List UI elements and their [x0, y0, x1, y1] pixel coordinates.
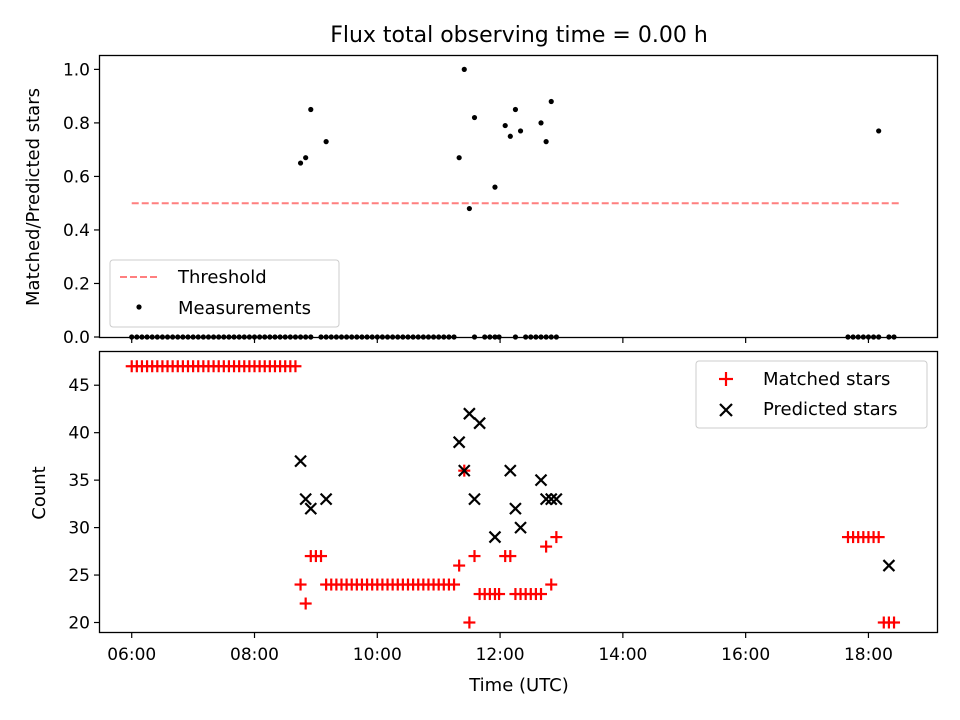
measurement-point: [512, 106, 519, 113]
count-y-tick-label: 20: [68, 614, 90, 634]
predicted-legend-swatch: [719, 403, 733, 417]
x-tick-label: 14:00: [598, 645, 647, 665]
matched-star-point: [545, 578, 558, 591]
predicted-star-point: [544, 492, 558, 506]
matched-star-point: [468, 550, 481, 563]
threshold-legend-label: Threshold: [177, 267, 267, 288]
ratio-plot-area: [129, 66, 900, 340]
matched-legend-label: Matched stars: [763, 369, 890, 390]
count-legend-box: [695, 360, 928, 429]
predicted-star-point: [473, 416, 486, 430]
ratio-legend-box: [109, 259, 340, 328]
matched-star-point: [453, 559, 466, 572]
measurement-point: [297, 160, 304, 166]
count-legend: Matched stars Predicted stars: [695, 360, 928, 429]
x-tick-label: 16:00: [721, 645, 770, 665]
matched-legend-swatch: [719, 372, 733, 386]
count-y-tick-label: 30: [68, 519, 90, 539]
ratio-y-tick-label: 0.0: [63, 328, 90, 348]
matched-star-point: [872, 531, 885, 544]
measurement-point: [456, 155, 462, 161]
matched-star-point: [504, 550, 517, 563]
matched-star-point: [448, 578, 461, 591]
measurements-legend-label: Measurements: [178, 298, 311, 319]
predicted-star-point: [488, 530, 502, 544]
x-tick-label: 18:00: [844, 645, 893, 665]
predicted-legend-label: Predicted stars: [763, 399, 897, 420]
measurement-point: [466, 205, 472, 212]
predicted-star-point: [509, 502, 522, 515]
predicted-star-point: [882, 559, 896, 572]
matched-star-point: [299, 597, 312, 610]
predicted-star-point: [457, 464, 471, 477]
predicted-star-point: [534, 473, 548, 487]
measurement-point: [323, 139, 329, 145]
predicted-star-point: [299, 492, 312, 506]
measurement-point: [538, 120, 544, 126]
predicted-star-point: [319, 492, 333, 506]
predicted-star-point: [514, 521, 527, 534]
count-x-ticks: 06:00 08:00 10:00 12:00 14:00 16:00 18:00: [107, 632, 893, 665]
matched-star-point: [888, 616, 901, 629]
predicted-star-point: [468, 492, 481, 506]
count-y-ticks: 20 25 30 35 40 45: [68, 376, 100, 634]
predicted-star-point: [304, 502, 318, 515]
measurement-point: [308, 106, 314, 113]
predicted-star-point: [294, 454, 307, 468]
count-panel: 20 25 30 35 40 45 06:00 08:00 10:00 12:00 14:00 16…: [29, 350, 939, 696]
measurement-point: [471, 114, 478, 121]
x-tick-label: 10:00: [353, 645, 402, 665]
measurement-point: [548, 98, 554, 105]
x-tick-label: 06:00: [107, 645, 156, 665]
matched-star-point: [540, 540, 553, 553]
predicted-star-point: [504, 464, 517, 477]
measurement-point: [543, 139, 549, 145]
ratio-x-ticks: [131, 337, 870, 343]
ratio-legend: Threshold Measurements: [109, 259, 340, 328]
ratio-y-ticks: 0.0 0.2 0.4 0.6 0.8 1.0: [63, 60, 100, 348]
ratio-y-tick-label: 0.6: [63, 167, 90, 187]
matched-star-point: [463, 616, 476, 629]
predicted-star-point: [452, 435, 466, 449]
count-y-tick-label: 45: [68, 376, 90, 396]
x-tick-label: 08:00: [230, 645, 279, 665]
matched-star-point: [535, 588, 548, 601]
ratio-axes-frame: [98, 54, 939, 339]
matched-star-point: [315, 550, 328, 563]
chart-title: Flux total observing time = 0.00 h: [330, 23, 708, 48]
count-axes-frame: [98, 350, 939, 634]
measurement-point: [876, 128, 882, 134]
ratio-y-tick-label: 0.4: [63, 221, 90, 241]
measurement-point: [502, 122, 508, 129]
measurement-point: [517, 128, 524, 134]
measurement-point: [303, 155, 309, 161]
x-axis-label: Time (UTC): [468, 675, 569, 696]
count-y-axis-label: Count: [29, 466, 50, 519]
matched-star-point: [550, 531, 563, 544]
matched-star-point: [493, 588, 506, 601]
predicted-star-point: [550, 492, 563, 506]
measurements-legend-swatch: [136, 304, 142, 310]
count-plot-area: [125, 360, 901, 629]
count-y-tick-label: 25: [68, 566, 90, 586]
ratio-y-tick-label: 0.2: [63, 274, 90, 294]
measurement-point: [461, 66, 467, 72]
count-y-tick-label: 40: [68, 424, 90, 444]
x-tick-label: 12:00: [476, 645, 525, 665]
ratio-y-tick-label: 0.8: [63, 114, 90, 134]
ratio-y-tick-label: 1.0: [63, 60, 90, 80]
ratio-y-axis-label: Matched/Predicted stars: [23, 88, 44, 306]
predicted-star-point: [539, 492, 553, 506]
ratio-panel: 0.0 0.2 0.4 0.6 0.8 1.0 Matched/Predicted sta…: [23, 54, 939, 348]
matched-star-point: [289, 360, 302, 373]
matched-star-point: [294, 578, 307, 591]
measurement-point: [507, 133, 513, 139]
count-y-tick-label: 35: [68, 471, 90, 491]
measurement-point: [492, 184, 498, 190]
predicted-star-point: [463, 407, 476, 420]
